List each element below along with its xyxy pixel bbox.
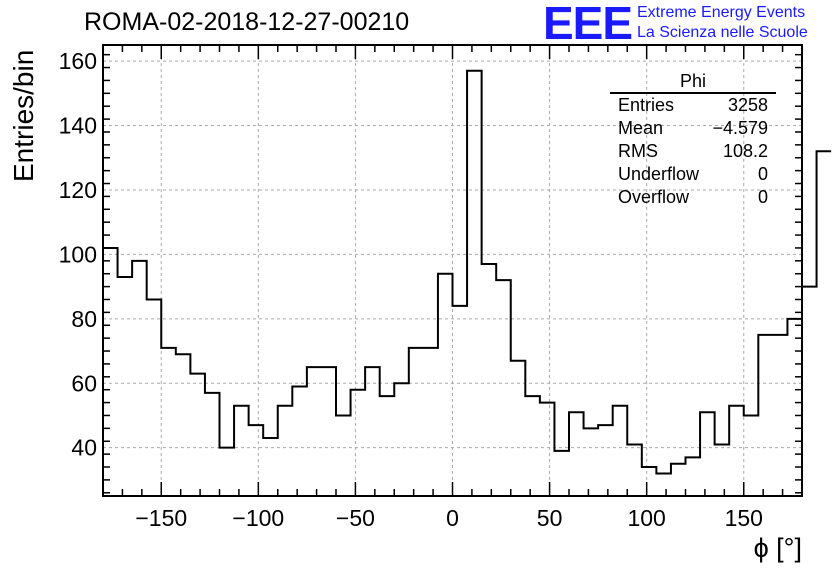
histogram-bin xyxy=(569,412,584,496)
histogram-bin xyxy=(234,406,249,496)
y-tick-label: 80 xyxy=(71,306,97,332)
logo-line-2: La Scienza nelle Scuole xyxy=(637,24,808,41)
y-tick-label: 40 xyxy=(71,435,97,461)
histogram-bin xyxy=(671,464,686,496)
stats-value: 108.2 xyxy=(722,141,768,161)
histogram-bin xyxy=(321,367,336,496)
stats-label: Overflow xyxy=(618,187,690,207)
histogram-outline xyxy=(102,69,832,496)
histogram-bin xyxy=(817,151,832,496)
histogram-bin xyxy=(365,367,380,496)
stats-box: Phi Entries 3258 Mean −4.579 RMS 108.2 U… xyxy=(610,70,776,209)
stats-value: 0 xyxy=(757,164,768,184)
histogram-bin xyxy=(511,361,526,496)
histogram-bin xyxy=(220,448,235,496)
stats-label: RMS xyxy=(618,141,658,161)
histogram-bin xyxy=(278,406,293,496)
y-tick-label: 140 xyxy=(59,113,97,139)
stats-value: −4.579 xyxy=(712,118,768,138)
stats-row: Underflow 0 xyxy=(610,163,776,186)
histogram-bin xyxy=(598,425,613,496)
histogram-bin xyxy=(802,287,817,496)
histogram-bin xyxy=(482,264,497,496)
stats-row: RMS 108.2 xyxy=(610,140,776,163)
histogram-bin xyxy=(453,306,468,496)
x-tick-label: 0 xyxy=(446,505,459,531)
histogram-bin xyxy=(758,335,773,496)
grid-lines xyxy=(103,45,802,496)
y-axis-label: Entries/bin xyxy=(8,49,39,182)
histogram-bin xyxy=(336,415,351,496)
histogram-bin xyxy=(438,274,453,496)
y-tick-label: 160 xyxy=(59,48,97,74)
x-tick-label: 150 xyxy=(725,505,763,531)
histogram-bin xyxy=(584,428,599,496)
histogram-bin xyxy=(467,71,482,496)
histogram-bin xyxy=(103,248,118,496)
y-axis: 40 60 80 100 120 140 160 xyxy=(59,48,802,494)
stats-row: Mean −4.579 xyxy=(610,117,776,140)
histogram-bin xyxy=(773,335,788,496)
stats-label: Mean xyxy=(618,118,664,138)
histogram-bin xyxy=(409,348,424,496)
x-tick-label: 50 xyxy=(537,505,563,531)
histogram-bin xyxy=(686,457,701,496)
x-axis-label: ϕ [°] xyxy=(753,533,802,563)
histogram-bin xyxy=(147,299,162,496)
y-tick-label: 60 xyxy=(71,370,97,396)
histogram-bin xyxy=(351,390,366,496)
histogram-bin xyxy=(205,393,220,496)
histogram-bin xyxy=(627,444,642,496)
stats-label: Underflow xyxy=(618,164,700,184)
stats-value: 0 xyxy=(757,187,768,207)
histogram-bin xyxy=(656,473,671,496)
x-tick-label: −150 xyxy=(135,505,187,531)
stats-row: Overflow 0 xyxy=(610,186,776,209)
histogram-bin xyxy=(118,277,133,496)
histogram-bin xyxy=(263,438,278,496)
stats-label: Entries xyxy=(618,95,675,115)
histogram-series xyxy=(102,69,832,496)
histogram-bin xyxy=(540,403,555,496)
histogram-bin xyxy=(496,280,511,496)
histogram-bin xyxy=(292,386,307,496)
histogram-bin xyxy=(132,261,147,496)
x-tick-label: −50 xyxy=(336,505,375,531)
chart-title: ROMA-02-2018-12-27-00210 xyxy=(84,8,410,36)
histogram-bin xyxy=(525,396,540,496)
y-tick-label: 120 xyxy=(59,177,97,203)
histogram-bin xyxy=(715,444,730,496)
histogram-bin xyxy=(787,319,802,496)
stats-title: Phi xyxy=(610,70,776,94)
x-tick-label: −100 xyxy=(232,505,284,531)
logo-line-1: Extreme Energy Events xyxy=(637,4,806,21)
histogram-bin xyxy=(744,415,759,496)
stats-value: 3258 xyxy=(727,95,768,115)
x-tick-label: 100 xyxy=(627,505,665,531)
histogram-bin xyxy=(613,406,628,496)
histogram-bin xyxy=(190,374,205,496)
eee-logo: EEE xyxy=(543,0,633,49)
histogram-bin xyxy=(700,412,715,496)
histogram-bin xyxy=(423,348,438,496)
histogram-bin xyxy=(380,396,395,496)
histogram-bin xyxy=(394,383,409,496)
histogram-bin xyxy=(729,406,744,496)
histogram-bin xyxy=(642,467,657,496)
y-tick-label: 100 xyxy=(59,241,97,267)
logo-text: Extreme Energy Events La Scienza nelle S… xyxy=(637,3,808,43)
histogram-bin xyxy=(307,367,322,496)
histogram-bin xyxy=(176,354,191,496)
histogram-bin xyxy=(554,451,569,496)
x-axis: −150 −100 −50 0 50 100 150 xyxy=(102,45,803,531)
stats-row: Entries 3258 xyxy=(610,94,776,117)
histogram-bin xyxy=(249,425,264,496)
histogram-bin xyxy=(161,348,176,496)
